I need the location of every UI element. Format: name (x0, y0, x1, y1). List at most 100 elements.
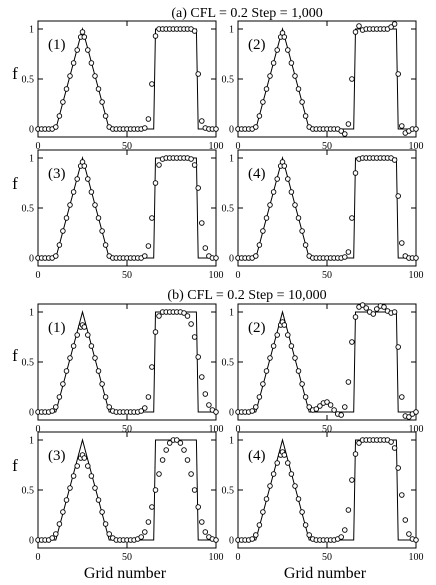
numerical-point (149, 504, 155, 510)
numerical-point (256, 394, 263, 400)
numerical-point (191, 487, 198, 493)
numerical-point (99, 381, 105, 387)
numerical-point (263, 86, 270, 92)
numerical-point (267, 73, 273, 79)
numerical-point (142, 405, 148, 411)
numerical-point (67, 202, 73, 208)
numerical-point (166, 440, 173, 446)
numerical-point (270, 471, 277, 477)
exact-solution-line (238, 438, 416, 541)
numerical-point (395, 344, 401, 350)
section-a-title: (a) CFL = 0.2 Step = 1,000 (171, 6, 322, 21)
numerical-point (274, 47, 280, 53)
numerical-point (281, 452, 288, 458)
numerical-point (184, 313, 191, 319)
x-tick-label: 100 (409, 552, 424, 563)
panel-label: (2) (248, 37, 266, 53)
numerical-point (413, 126, 419, 132)
panel-b-4: 0 50 100 0 0.5 1 (4) (222, 431, 424, 563)
y-axis-label-b-bottom: f (12, 456, 18, 475)
numerical-point (63, 86, 70, 92)
panel-a-3: 0 50 100 0 0.5 1 (3) (22, 149, 224, 281)
numerical-point (324, 399, 330, 405)
panel-label: (1) (48, 320, 66, 336)
numerical-point (292, 355, 298, 361)
numerical-point (149, 364, 155, 370)
numerical-point (260, 228, 266, 234)
numerical-point (56, 242, 63, 248)
numerical-point (95, 86, 102, 92)
numerical-point (85, 176, 91, 182)
y-tick-label: 0.5 (222, 358, 235, 369)
x-tick-label: 0 (36, 552, 41, 563)
numerical-point (188, 156, 194, 162)
x-tick-label: 0 (236, 141, 241, 152)
numerical-point (88, 60, 95, 66)
numerical-point (274, 176, 280, 182)
panel-label: (2) (248, 320, 266, 336)
x-axis-title-left: Grid number (84, 565, 167, 582)
numerical-point (56, 394, 63, 400)
numerical-point (142, 125, 148, 131)
numerical-point (413, 537, 419, 543)
y-tick-label: 1 (29, 25, 34, 36)
y-tick-label: 0.5 (222, 486, 235, 497)
panel-label: (1) (48, 37, 66, 53)
x-tick-label: 100 (409, 270, 424, 281)
numerical-point (299, 228, 305, 234)
numerical-point (263, 368, 270, 374)
numerical-point (253, 404, 259, 410)
numerical-point (338, 128, 344, 134)
x-tick-label: 100 (409, 424, 424, 435)
numerical-point (352, 451, 359, 457)
numerical-point (145, 519, 152, 525)
numerical-point (263, 496, 270, 502)
numerical-point (391, 157, 398, 163)
numerical-point (60, 99, 66, 105)
numerical-point (95, 215, 102, 221)
numerical-point (352, 314, 359, 320)
y-axis-label-a-top: f (12, 64, 18, 83)
numerical-point (256, 113, 263, 119)
numerical-point (70, 60, 77, 66)
numerical-point (142, 253, 148, 259)
numerical-point (191, 162, 198, 168)
numerical-point (181, 310, 187, 316)
numerical-point (149, 215, 155, 221)
numerical-point (206, 402, 212, 408)
numerical-point (406, 414, 412, 420)
numerical-point (163, 447, 169, 453)
numerical-point (413, 409, 419, 415)
numerical-point (253, 253, 259, 259)
x-tick-label: 0 (36, 141, 41, 152)
numerical-point (395, 71, 401, 77)
numerical-point (152, 487, 159, 493)
y-tick-label: 0.5 (22, 486, 35, 497)
numerical-point (99, 228, 105, 234)
panel-b-2: 0 50 100 0 0.5 1 (2) (222, 302, 424, 435)
numerical-point (342, 527, 348, 533)
y-axis-label-a-bottom: f (12, 174, 18, 193)
exact-solution-line (238, 27, 416, 130)
numerical-point (102, 394, 109, 400)
numerical-point (145, 394, 152, 400)
numerical-point (145, 243, 152, 249)
x-tick-label: 100 (209, 141, 224, 152)
numerical-point (202, 391, 209, 397)
numerical-point (99, 99, 105, 105)
y-tick-label: 0.5 (22, 204, 35, 215)
numerical-point (67, 485, 73, 491)
numerical-point (306, 532, 312, 538)
numerical-point (253, 532, 259, 538)
numerical-point (299, 99, 305, 105)
numerical-point (174, 437, 180, 443)
numerical-point (399, 123, 405, 129)
numerical-point (356, 440, 362, 446)
numerical-point (285, 460, 291, 466)
numerical-point (352, 29, 359, 35)
numerical-point (288, 471, 295, 477)
numerical-point (99, 509, 105, 515)
numerical-point (338, 412, 344, 418)
numerical-point (92, 355, 98, 361)
